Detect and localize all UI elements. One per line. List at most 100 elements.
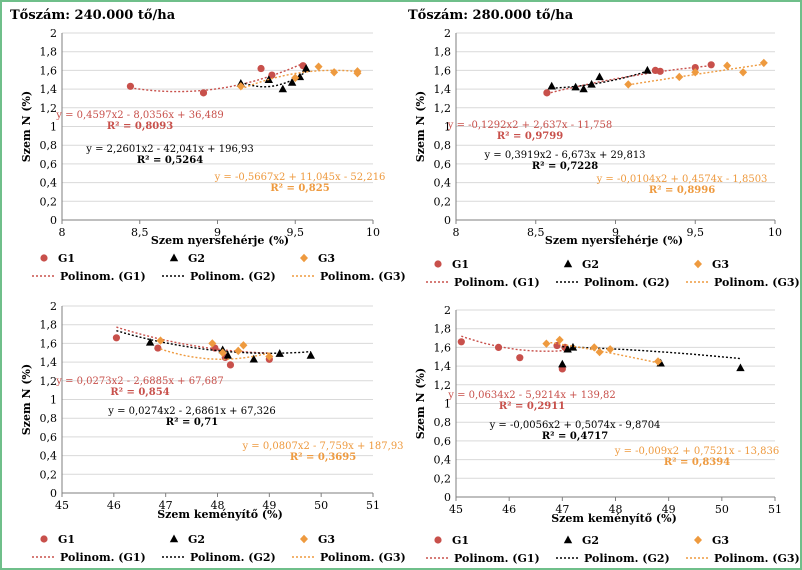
y-tick-label: 1,4 bbox=[40, 356, 58, 369]
point-g3 bbox=[265, 352, 274, 361]
legend-trend-label-g3: Polinom. (G3) bbox=[714, 276, 800, 289]
y-tick-label: 0,4 bbox=[40, 177, 58, 190]
chart-2: 0 0,2 0,4 0,6 0,8 1 1,2 1,4 1,6 1,8 2 8 8,5 9 9,5 10 Sze… bbox=[414, 27, 800, 289]
point-g3 bbox=[555, 335, 564, 345]
equation-g3: y = -0,009x2 + 0,7521x - 13,836 bbox=[614, 446, 780, 457]
y-tick-label: 1,4 bbox=[40, 83, 58, 96]
x-axis-title: Szem nyersfehérje (%) bbox=[151, 234, 289, 247]
point-g1 bbox=[516, 354, 524, 362]
legend-marker-g2 bbox=[169, 534, 179, 543]
point-g1 bbox=[268, 71, 276, 79]
x-tick-label: 8,5 bbox=[131, 226, 149, 239]
y-tick-label: 1,6 bbox=[434, 341, 452, 354]
y-tick-label: 0 bbox=[50, 214, 57, 227]
legend-trend-label-g2: Polinom. (G2) bbox=[190, 551, 276, 564]
y-tick-label: 1,2 bbox=[40, 102, 58, 115]
chart-3: 0 0,2 0,4 0,6 0,8 1 1,2 1,4 1,6 1,8 2 45 46 47 48 49 50 5… bbox=[20, 300, 406, 564]
point-g1 bbox=[112, 334, 121, 342]
legend-marker-g1 bbox=[40, 254, 48, 262]
legend-trend-label-g3: Polinom. (G3) bbox=[320, 551, 406, 564]
y-axis-title: Szem N (%) bbox=[20, 91, 33, 162]
legend-marker-g1 bbox=[434, 260, 442, 268]
trendline-g1 bbox=[116, 326, 270, 354]
trendline-g2 bbox=[551, 70, 648, 89]
r2-g1: R² = 0,2911 bbox=[499, 401, 565, 412]
point-g3 bbox=[723, 61, 732, 70]
y-tick-label: 1,2 bbox=[40, 375, 58, 388]
y-axis-title: Szem N (%) bbox=[414, 91, 427, 162]
point-g2 bbox=[568, 342, 578, 351]
title-right: Tőszám: 280.000 tő/ha bbox=[408, 8, 574, 23]
equation-g2: y = -0,0056x2 + 0,5074x - 9,8704 bbox=[489, 420, 661, 431]
x-tick-label: 45 bbox=[55, 499, 69, 512]
legend-label-g3: G3 bbox=[712, 534, 729, 547]
point-g2 bbox=[301, 64, 311, 72]
y-tick-label: 1 bbox=[444, 398, 451, 411]
point-g2 bbox=[223, 351, 233, 359]
legend: G1 Polinom. (G1) G2 Polinom. (G2) G3 Polinom.… bbox=[32, 533, 406, 564]
y-tick-label: 0,2 bbox=[40, 468, 58, 481]
r2-g2: R² = 0,7228 bbox=[532, 161, 598, 172]
y-tick-label: 0 bbox=[444, 491, 451, 504]
point-g3 bbox=[218, 348, 227, 357]
y-tick-label: 1,6 bbox=[40, 337, 58, 350]
y-tick-label: 0,8 bbox=[434, 139, 452, 152]
y-tick-label: 0,6 bbox=[434, 435, 452, 448]
r2-g2: R² = 0,5264 bbox=[137, 155, 203, 166]
r2-g2: R² = 0,71 bbox=[166, 417, 218, 428]
trendline-g2 bbox=[562, 346, 741, 360]
point-g3 bbox=[236, 82, 245, 91]
point-g1 bbox=[494, 343, 503, 351]
legend: G1 Polinom. (G1) G2 Polinom. (G2) G3 Polinom.… bbox=[426, 534, 800, 565]
y-tick-label: 0,4 bbox=[40, 450, 58, 463]
x-tick-label: 50 bbox=[314, 499, 328, 512]
x-tick-label: 48 bbox=[609, 503, 623, 516]
point-g2 bbox=[587, 79, 596, 88]
x-tick-label: 9,5 bbox=[287, 226, 305, 239]
equation-g1: y = 0,0634x2 - 5,9214x + 139,82 bbox=[447, 390, 615, 401]
r2-g1: R² = 0,854 bbox=[110, 387, 169, 398]
legend-marker-g2 bbox=[563, 535, 573, 544]
y-tick-label: 1,4 bbox=[434, 360, 452, 373]
trendline-g1 bbox=[461, 335, 566, 352]
point-g3 bbox=[314, 62, 323, 71]
legend-marker-g3 bbox=[694, 535, 702, 545]
x-tick-label: 46 bbox=[502, 503, 516, 516]
y-axis-title: Szem N (%) bbox=[414, 368, 427, 439]
legend-trend-label-g1: Polinom. (G1) bbox=[60, 270, 146, 283]
legend-label-g2: G2 bbox=[582, 534, 599, 547]
x-tick-label: 8 bbox=[59, 226, 66, 239]
legend-label-g1: G1 bbox=[452, 258, 469, 271]
y-tick-label: 0 bbox=[444, 214, 451, 227]
x-tick-label: 45 bbox=[449, 503, 463, 516]
legend-marker-g3 bbox=[694, 259, 702, 269]
r2-g3: R² = 0,825 bbox=[270, 183, 329, 194]
trendline-g1 bbox=[130, 62, 304, 93]
x-tick-label: 9 bbox=[612, 226, 619, 239]
legend-label-g3: G3 bbox=[318, 533, 335, 546]
point-g3 bbox=[542, 339, 551, 348]
point-g1 bbox=[257, 64, 265, 73]
y-tick-label: 1,8 bbox=[40, 319, 58, 332]
point-g1 bbox=[707, 61, 715, 69]
point-g1 bbox=[457, 338, 465, 346]
x-tick-label: 9,5 bbox=[687, 226, 705, 239]
x-tick-label: 47 bbox=[555, 503, 569, 516]
point-g1 bbox=[154, 344, 162, 352]
r2-g3: R² = 0,8394 bbox=[664, 457, 730, 468]
point-g2 bbox=[558, 359, 567, 368]
point-g2 bbox=[595, 72, 604, 81]
legend-label-g1: G1 bbox=[58, 533, 75, 546]
y-tick-label: 1,8 bbox=[434, 46, 452, 59]
legend-marker-g2 bbox=[169, 253, 179, 262]
r2-g2: R² = 0,4717 bbox=[542, 431, 608, 442]
equation-g3: y = -0,5667x2 + 11,045x - 52,216 bbox=[214, 172, 386, 183]
point-g3 bbox=[353, 67, 362, 76]
y-tick-label: 2 bbox=[50, 27, 57, 40]
point-g2 bbox=[287, 78, 297, 86]
point-g3 bbox=[595, 347, 604, 357]
legend-label-g2: G2 bbox=[188, 252, 205, 265]
equation-g3: y = 0,0807x2 - 7,759x + 187,93 bbox=[241, 441, 403, 452]
